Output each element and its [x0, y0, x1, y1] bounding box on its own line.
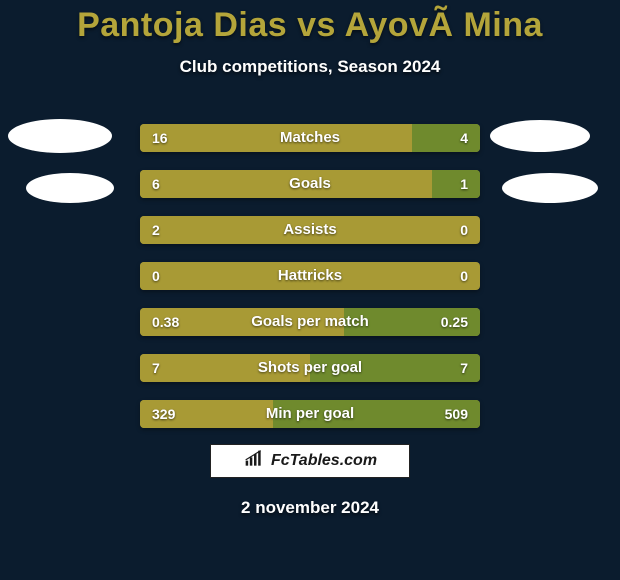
team-logo-right [490, 120, 590, 152]
stat-bar-left [140, 354, 310, 382]
stat-value-right: 509 [445, 400, 468, 428]
stat-value-left: 0.38 [152, 308, 179, 336]
stat-value-left: 329 [152, 400, 175, 428]
stat-row: Goals per match0.380.25 [140, 308, 480, 336]
team-logo-left [8, 119, 112, 153]
date-label: 2 november 2024 [0, 498, 620, 518]
stat-value-right: 1 [460, 170, 468, 198]
stat-value-right: 0.25 [441, 308, 468, 336]
stat-row: Shots per goal77 [140, 354, 480, 382]
watermark-text: FcTables.com [271, 452, 377, 470]
team-logo-left [26, 173, 114, 203]
stat-bar-left [140, 216, 310, 244]
stat-bar-right [310, 354, 480, 382]
page-title: Pantoja Dias vs AyovÃ Mina [0, 6, 620, 45]
stat-row: Assists20 [140, 216, 480, 244]
stat-bar-right [412, 124, 480, 152]
stat-row: Min per goal329509 [140, 400, 480, 428]
chart-icon [243, 449, 265, 474]
stat-value-left: 7 [152, 354, 160, 382]
stat-value-left: 2 [152, 216, 160, 244]
team-logo-right [502, 173, 598, 203]
stat-value-right: 7 [460, 354, 468, 382]
stat-value-left: 0 [152, 262, 160, 290]
stat-bar-left [140, 262, 310, 290]
stat-bar-left [140, 124, 412, 152]
page-subtitle: Club competitions, Season 2024 [0, 57, 620, 77]
stat-row: Matches164 [140, 124, 480, 152]
comparison-card: Pantoja Dias vs AyovÃ Mina Club competit… [0, 0, 620, 580]
stat-value-right: 0 [460, 216, 468, 244]
stat-value-left: 6 [152, 170, 160, 198]
stat-bars: Matches164Goals61Assists20Hattricks00Goa… [140, 124, 480, 446]
stat-row: Goals61 [140, 170, 480, 198]
stat-value-right: 4 [460, 124, 468, 152]
watermark: FcTables.com [210, 444, 410, 478]
stat-value-right: 0 [460, 262, 468, 290]
stat-bar-left [140, 170, 432, 198]
stat-row: Hattricks00 [140, 262, 480, 290]
stat-bar-right [432, 170, 480, 198]
stat-value-left: 16 [152, 124, 168, 152]
